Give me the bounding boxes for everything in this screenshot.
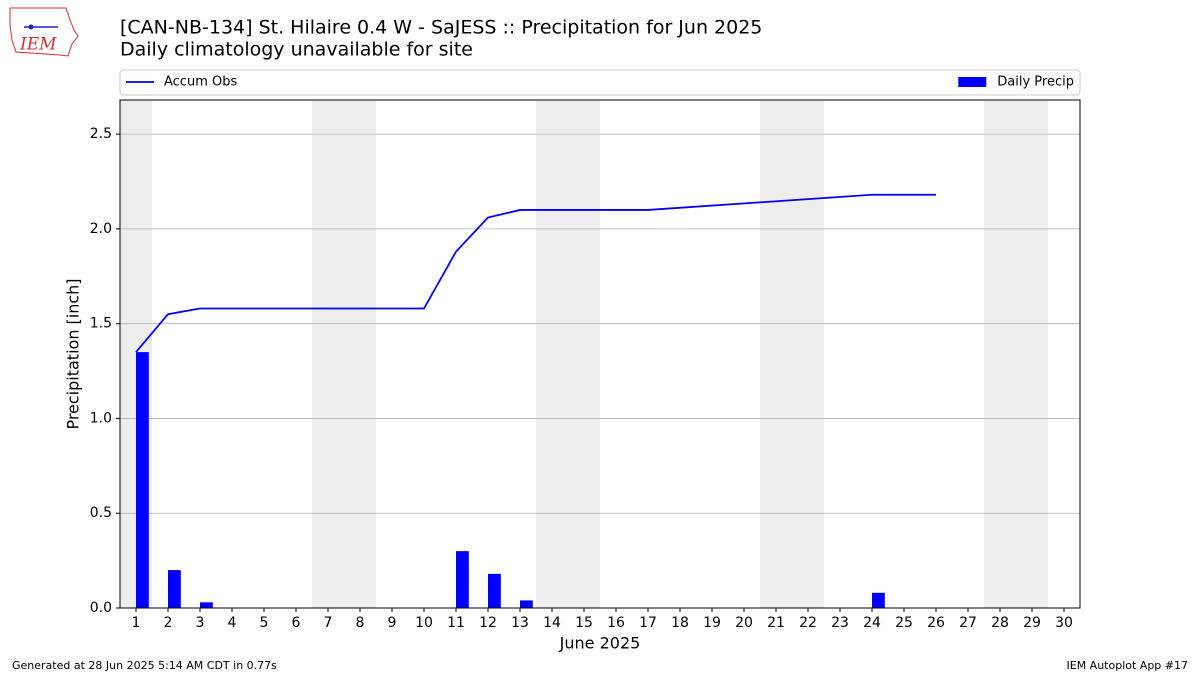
logo: IEM <box>9 7 79 57</box>
logo-text: IEM <box>19 35 57 55</box>
y-tick-label: 2.5 <box>90 126 112 142</box>
x-tick-label: 11 <box>447 615 465 631</box>
bar <box>456 551 469 608</box>
weekend-shade <box>312 100 344 608</box>
x-tick-label: 2 <box>164 615 173 631</box>
x-axis-label: June 2025 <box>559 634 641 653</box>
y-axis-label: Precipitation [inch] <box>64 278 83 429</box>
x-tick-label: 16 <box>607 615 625 631</box>
x-tick-label: 8 <box>356 615 365 631</box>
x-tick-label: 28 <box>991 615 1009 631</box>
x-tick-label: 17 <box>639 615 657 631</box>
accum-line <box>135 193 936 353</box>
bar <box>136 352 149 608</box>
x-tick-label: 14 <box>543 615 561 631</box>
weekend-shade <box>792 100 824 608</box>
x-tick-label: 6 <box>292 615 301 631</box>
weekend-shade <box>344 100 376 608</box>
x-tick-label: 30 <box>1055 615 1073 631</box>
legend-label: Daily Precip <box>997 75 1074 90</box>
x-tick-label: 10 <box>415 615 433 631</box>
weekend-shade <box>760 100 792 608</box>
x-tick-label: 5 <box>260 615 269 631</box>
weekend-shade <box>1016 100 1048 608</box>
footer-left: Generated at 28 Jun 2025 5:14 AM CDT in … <box>12 659 277 672</box>
x-tick-label: 27 <box>959 615 977 631</box>
legend-label: Accum Obs <box>164 75 237 90</box>
x-tick-label: 20 <box>735 615 753 631</box>
x-tick-label: 13 <box>511 615 529 631</box>
x-tick-label: 7 <box>324 615 333 631</box>
y-tick-label: 0.0 <box>90 600 112 616</box>
y-tick-label: 1.0 <box>90 410 112 426</box>
y-tick-label: 1.5 <box>90 316 112 332</box>
legend-box <box>119 69 1081 96</box>
x-tick-label: 29 <box>1023 615 1041 631</box>
bar <box>520 600 533 608</box>
x-tick-label: 26 <box>927 615 945 631</box>
bar <box>168 570 181 608</box>
bar <box>872 592 885 608</box>
x-tick-label: 21 <box>767 615 785 631</box>
y-tick-label: 2.0 <box>90 221 112 237</box>
footer-right: IEM Autoplot App #17 <box>1067 659 1189 672</box>
x-tick-label: 18 <box>671 615 689 631</box>
weekend-shade <box>984 100 1016 608</box>
x-tick-label: 3 <box>196 615 205 631</box>
x-tick-label: 9 <box>388 615 397 631</box>
x-tick-label: 15 <box>575 615 593 631</box>
x-tick-label: 23 <box>831 615 849 631</box>
chart-subtitle: Daily climatology unavailable for site <box>120 39 473 61</box>
chart-title: [CAN-NB-134] St. Hilaire 0.4 W - SaJESS … <box>120 17 762 39</box>
plot-frame <box>119 99 1081 609</box>
bar <box>200 602 213 608</box>
x-tick-label: 1 <box>132 615 141 631</box>
x-tick-label: 19 <box>703 615 721 631</box>
legend-swatch <box>958 77 987 87</box>
y-tick-label: 0.5 <box>90 505 112 521</box>
weekend-shade <box>568 100 600 608</box>
x-tick-label: 12 <box>479 615 497 631</box>
x-tick-label: 24 <box>863 615 881 631</box>
x-tick-label: 22 <box>799 615 817 631</box>
x-tick-label: 25 <box>895 615 913 631</box>
x-tick-label: 4 <box>228 615 237 631</box>
weekend-shade <box>536 100 568 608</box>
bar <box>488 573 501 608</box>
